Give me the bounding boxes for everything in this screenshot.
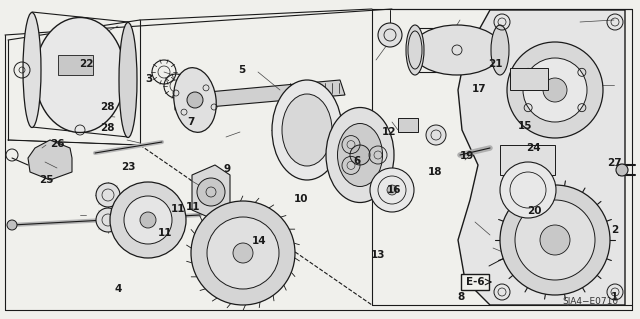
Circle shape bbox=[616, 164, 628, 176]
Text: 4: 4 bbox=[115, 284, 122, 294]
Text: 25: 25 bbox=[39, 175, 53, 185]
Circle shape bbox=[96, 183, 120, 207]
Circle shape bbox=[370, 168, 414, 212]
Text: 16: 16 bbox=[387, 185, 401, 195]
Ellipse shape bbox=[412, 25, 502, 75]
Ellipse shape bbox=[119, 23, 137, 137]
Bar bbox=[58, 55, 93, 75]
Circle shape bbox=[515, 200, 595, 280]
Text: 18: 18 bbox=[428, 167, 442, 177]
Text: 11: 11 bbox=[186, 202, 200, 212]
Text: 28: 28 bbox=[100, 102, 115, 112]
Circle shape bbox=[207, 217, 279, 289]
Text: 9: 9 bbox=[223, 164, 231, 174]
Ellipse shape bbox=[406, 25, 424, 75]
Ellipse shape bbox=[491, 25, 509, 75]
Text: 15: 15 bbox=[518, 121, 532, 131]
Text: 19: 19 bbox=[460, 151, 474, 161]
Circle shape bbox=[96, 208, 120, 232]
Polygon shape bbox=[192, 165, 230, 220]
Circle shape bbox=[187, 92, 203, 108]
Text: 6: 6 bbox=[353, 156, 361, 166]
Text: 14: 14 bbox=[252, 236, 266, 246]
Circle shape bbox=[140, 212, 156, 228]
Ellipse shape bbox=[35, 18, 125, 132]
Text: 12: 12 bbox=[382, 127, 396, 137]
Ellipse shape bbox=[272, 80, 342, 180]
Text: 1: 1 bbox=[611, 292, 618, 302]
Circle shape bbox=[540, 225, 570, 255]
Ellipse shape bbox=[173, 68, 216, 132]
Circle shape bbox=[7, 220, 17, 230]
Text: 2: 2 bbox=[611, 225, 618, 235]
Circle shape bbox=[426, 125, 446, 145]
Text: 21: 21 bbox=[488, 59, 502, 69]
Circle shape bbox=[500, 162, 556, 218]
Circle shape bbox=[387, 185, 397, 195]
Text: 27: 27 bbox=[607, 158, 621, 168]
Text: 10: 10 bbox=[294, 194, 308, 204]
Circle shape bbox=[124, 196, 172, 244]
Text: 26: 26 bbox=[51, 138, 65, 149]
Text: 17: 17 bbox=[472, 84, 486, 94]
Text: 22: 22 bbox=[79, 59, 93, 69]
Text: SJA4−E0710: SJA4−E0710 bbox=[562, 298, 618, 307]
Polygon shape bbox=[28, 140, 72, 180]
Circle shape bbox=[350, 145, 370, 165]
Ellipse shape bbox=[326, 108, 394, 203]
Text: 5: 5 bbox=[238, 64, 246, 75]
Text: 7: 7 bbox=[187, 117, 195, 127]
Polygon shape bbox=[175, 80, 345, 110]
Ellipse shape bbox=[23, 12, 41, 128]
Bar bbox=[500, 145, 555, 175]
Text: 13: 13 bbox=[371, 250, 385, 260]
Circle shape bbox=[233, 243, 253, 263]
Text: 11: 11 bbox=[158, 228, 172, 238]
Bar bbox=[510, 68, 548, 90]
Ellipse shape bbox=[282, 94, 332, 166]
Text: 8: 8 bbox=[457, 292, 465, 302]
Text: 20: 20 bbox=[527, 205, 541, 216]
Text: 24: 24 bbox=[526, 143, 540, 153]
Circle shape bbox=[523, 58, 587, 122]
Circle shape bbox=[500, 185, 610, 295]
Text: 23: 23 bbox=[121, 162, 135, 173]
Text: 11: 11 bbox=[171, 204, 185, 214]
Ellipse shape bbox=[337, 123, 383, 187]
Circle shape bbox=[197, 178, 225, 206]
Polygon shape bbox=[458, 10, 625, 305]
Circle shape bbox=[507, 42, 603, 138]
Text: 3: 3 bbox=[145, 74, 152, 84]
Bar bbox=[461, 274, 489, 290]
Text: 28: 28 bbox=[100, 123, 115, 133]
Bar bbox=[398, 118, 418, 132]
Circle shape bbox=[191, 201, 295, 305]
Text: E-6: E-6 bbox=[466, 277, 484, 287]
Circle shape bbox=[378, 23, 402, 47]
Circle shape bbox=[543, 78, 567, 102]
Circle shape bbox=[110, 182, 186, 258]
